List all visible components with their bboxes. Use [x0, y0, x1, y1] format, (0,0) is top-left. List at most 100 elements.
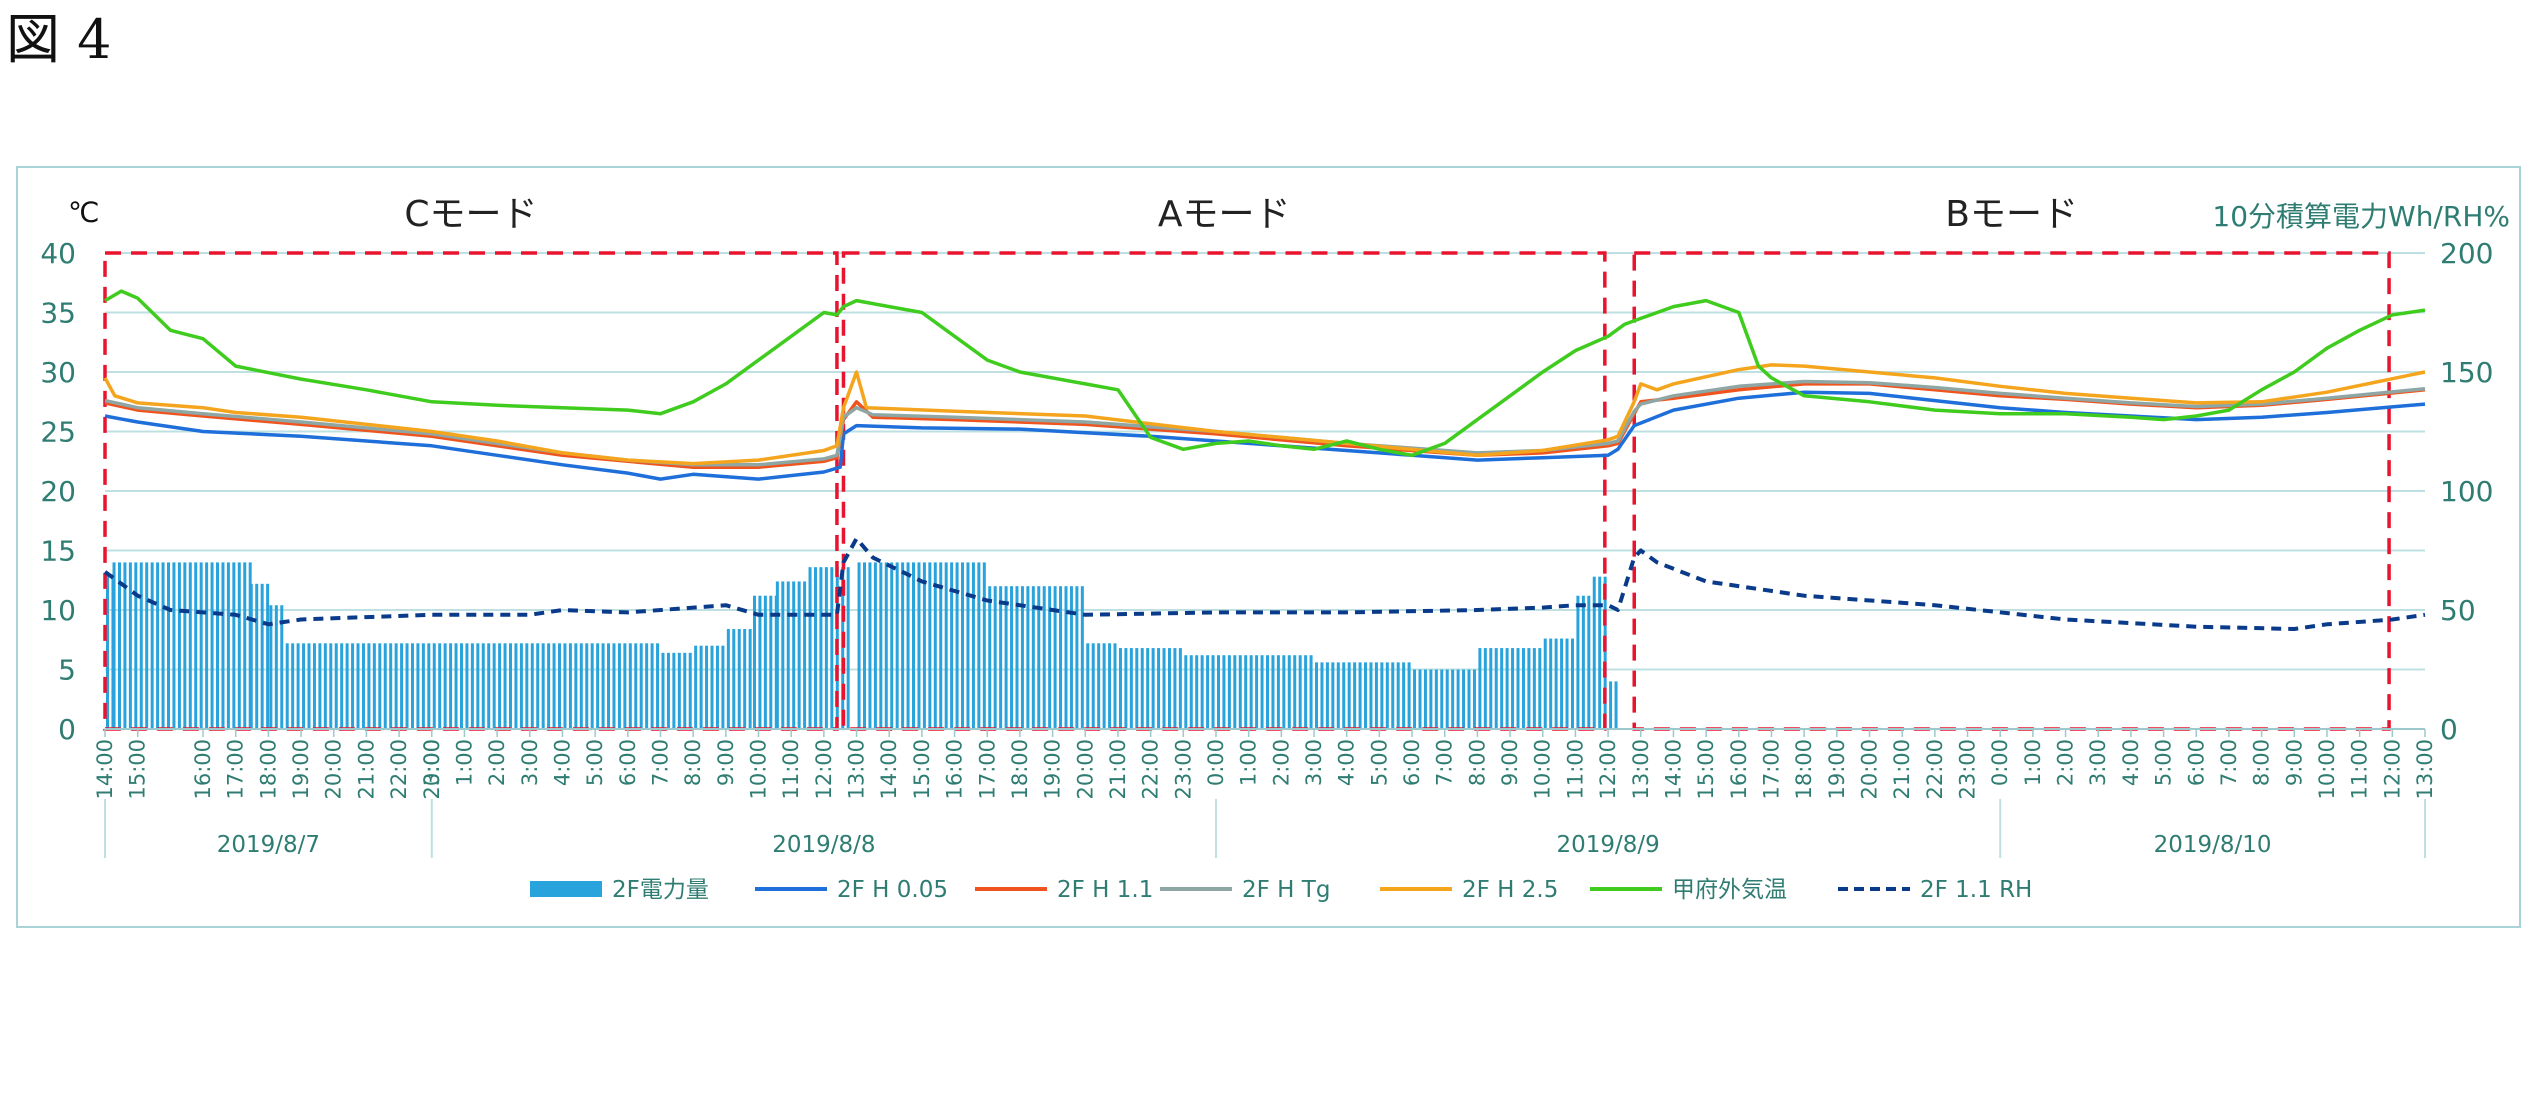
- power-bar: [1010, 586, 1014, 729]
- legend: 2F電力量 2F H 0.05 2F H 1.1 2F H Tg 2F H 2.5 甲府外…: [530, 877, 2032, 903]
- power-bar: [574, 643, 578, 729]
- power-bar: [547, 643, 551, 729]
- power-bar: [509, 643, 512, 729]
- power-bar: [1521, 648, 1525, 729]
- power-bar: [884, 562, 888, 729]
- x-tick-label: 3:00: [2086, 739, 2110, 786]
- power-bar: [634, 643, 638, 729]
- power-bar: [650, 643, 654, 729]
- power-bar: [552, 643, 556, 729]
- x-tick-label: 2:00: [485, 739, 509, 786]
- power-bar: [1157, 648, 1161, 729]
- power-bar: [568, 643, 572, 729]
- x-tick-label: 8:00: [681, 739, 705, 786]
- power-bar: [781, 581, 785, 729]
- x-tick-label: 11:00: [2348, 739, 2372, 800]
- x-tick-label: 6:00: [2184, 739, 2208, 786]
- power-bar: [389, 643, 393, 729]
- power-bar: [128, 562, 132, 729]
- x-tick-label: 16:00: [1727, 739, 1751, 800]
- date-group-label: 2019/8/7: [217, 832, 320, 858]
- power-bar: [950, 562, 954, 729]
- x-tick-label: 12:00: [812, 739, 836, 800]
- power-bar: [1037, 586, 1041, 729]
- power-bar: [1603, 576, 1607, 729]
- power-bar: [1320, 662, 1324, 729]
- power-bar: [1402, 662, 1406, 729]
- power-bar: [1178, 648, 1182, 729]
- power-bar: [1467, 669, 1471, 729]
- power-bar: [334, 643, 338, 729]
- x-tick-label: 14:00: [93, 739, 117, 800]
- series-line: [104, 289, 2426, 458]
- power-bar: [748, 629, 752, 729]
- left-unit-label: ℃: [68, 196, 99, 229]
- power-bar: [465, 643, 469, 729]
- x-tick-label: 13:00: [2413, 739, 2437, 800]
- power-bar: [1026, 586, 1030, 729]
- power-bar: [683, 652, 687, 729]
- power-bar: [656, 643, 660, 729]
- power-bar: [1358, 662, 1362, 729]
- power-bar: [1396, 662, 1400, 729]
- power-bar: [1423, 669, 1427, 729]
- power-bar: [226, 562, 230, 729]
- x-tick-label: 18:00: [1008, 739, 1032, 800]
- power-bar: [492, 643, 496, 729]
- mode-label: Cモード: [404, 194, 537, 235]
- power-bar: [296, 643, 300, 729]
- power-bar: [846, 567, 850, 729]
- power-bar: [758, 595, 762, 729]
- x-tick-label: 2:00: [1269, 739, 1293, 786]
- x-tick-label: 16:00: [191, 739, 215, 800]
- power-bar: [672, 652, 676, 729]
- power-bar: [117, 562, 121, 729]
- power-bar: [1614, 681, 1618, 729]
- power-bar: [243, 562, 247, 729]
- y-left-tick-label: 35: [40, 297, 76, 330]
- power-bar: [318, 643, 322, 729]
- power-bar: [752, 595, 756, 729]
- power-bar: [361, 643, 365, 729]
- x-tick-label: 1:00: [1237, 739, 1261, 786]
- y-left-tick-label: 15: [40, 535, 76, 568]
- power-bar: [443, 643, 447, 729]
- power-bar: [1429, 669, 1433, 729]
- power-bar: [427, 643, 431, 729]
- power-bar: [1483, 648, 1487, 729]
- power-bar: [1570, 638, 1574, 729]
- power-bar: [819, 567, 823, 729]
- power-bar: [982, 562, 986, 729]
- power-bar: [1331, 662, 1335, 729]
- power-bar: [1282, 655, 1286, 729]
- power-bar: [912, 562, 916, 729]
- power-bar: [1336, 662, 1340, 729]
- power-bar: [1129, 648, 1133, 729]
- power-bar: [901, 562, 905, 729]
- power-bar: [372, 643, 376, 729]
- power-bar: [1233, 655, 1237, 729]
- power-bar: [1184, 655, 1188, 729]
- x-tick-label: 5:00: [2152, 739, 2176, 786]
- power-bar: [1549, 638, 1553, 729]
- power-bar: [879, 562, 883, 729]
- power-bar: [688, 652, 692, 729]
- power-bar: [617, 643, 621, 729]
- power-bar: [329, 643, 333, 729]
- power-bar: [139, 562, 143, 729]
- x-tick-label: 5:00: [583, 739, 607, 786]
- power-bar: [699, 645, 703, 729]
- power-bar: [1118, 648, 1122, 729]
- power-bar: [356, 643, 360, 729]
- power-bar: [249, 583, 253, 729]
- power-bar: [216, 562, 220, 729]
- power-bar: [269, 605, 273, 729]
- power-bar: [1216, 655, 1220, 729]
- y-left-tick-label: 30: [40, 356, 76, 389]
- y-left-tick-label: 40: [40, 237, 76, 270]
- figure-label: 図 4: [6, 8, 112, 71]
- x-tick-label: 17:00: [975, 739, 999, 800]
- x-tick-label: 6:00: [616, 739, 640, 786]
- x-tick-label: 7:00: [2217, 739, 2241, 786]
- x-tick-label: 10:00: [2315, 739, 2339, 800]
